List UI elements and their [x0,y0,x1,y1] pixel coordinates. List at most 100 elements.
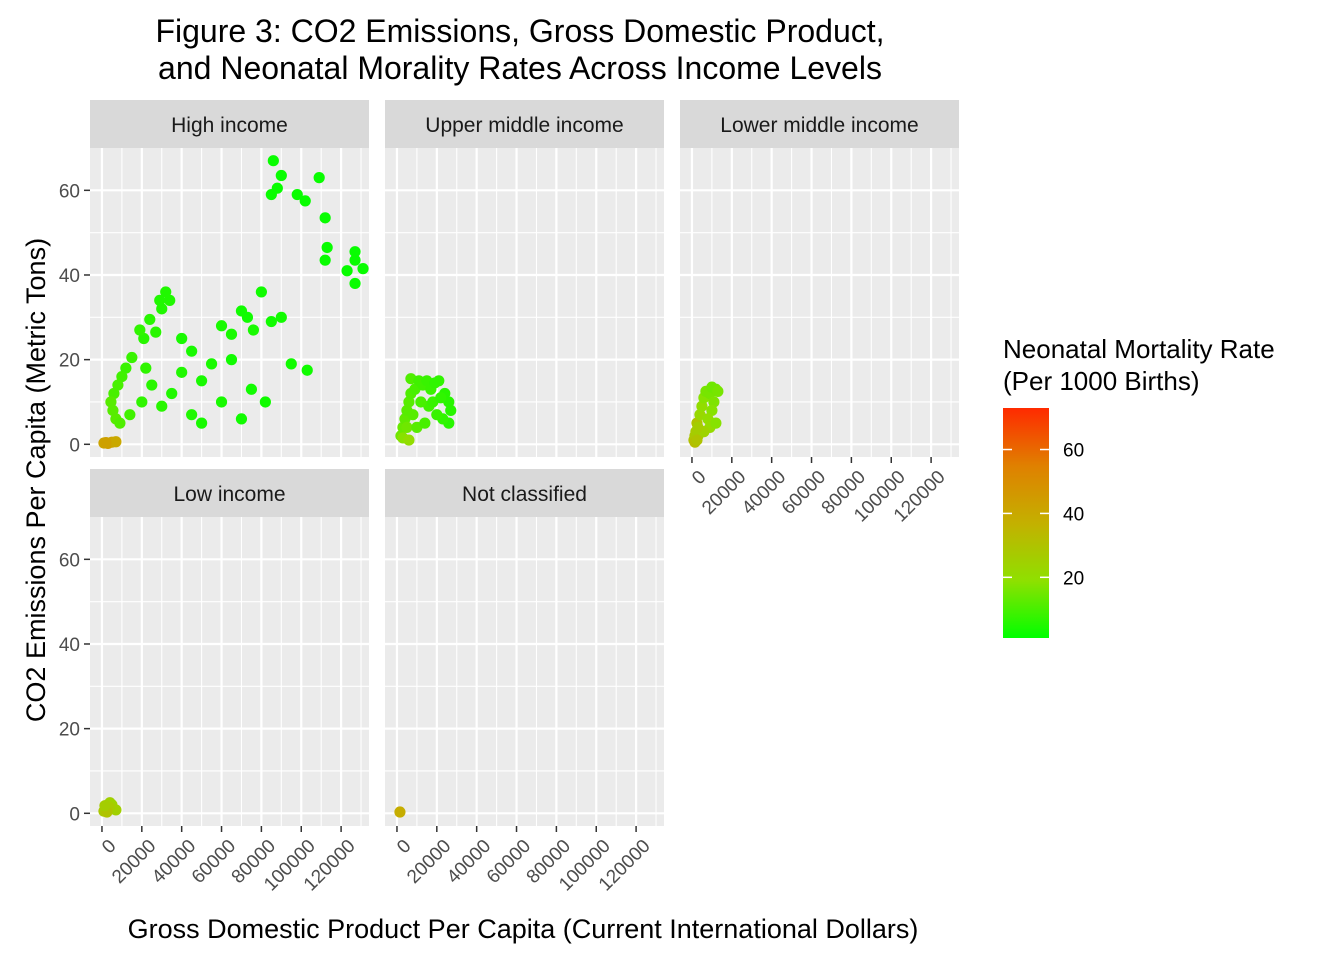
y-tick-label: 0 [69,435,80,456]
data-point [706,404,718,417]
legend-title-line2: (Per 1000 Births) [1003,366,1200,396]
data-point [144,313,156,326]
data-point [107,404,119,417]
facet-strip [680,100,959,148]
facet-strip [90,100,369,148]
data-point [176,332,188,345]
data-point [435,392,447,404]
data-point [120,362,132,374]
data-point [105,396,117,408]
colorbar-legend: Neonatal Mortality Rate (Per 1000 Births… [1003,334,1275,638]
data-point [692,421,704,433]
y-tick-label: 40 [59,266,80,287]
data-point [134,324,146,336]
x-tick-label: 60000 [778,467,830,519]
data-point [431,409,443,421]
data-point [267,155,279,167]
x-tick-label: 40000 [443,836,495,888]
y-tick-label: 60 [59,181,80,202]
legend-title-line1: Neonatal Mortality Rate [1003,334,1275,364]
data-point [394,806,406,818]
colorbar-tick-label: 20 [1063,568,1084,589]
facet-strip-label: Low income [173,483,285,506]
data-point [419,417,431,429]
data-point [138,332,150,345]
data-point [712,385,724,397]
data-point [445,404,457,417]
x-tick-label: 40000 [148,836,200,888]
data-point [299,195,311,207]
data-point [275,169,287,182]
data-point [99,800,111,812]
data-point [401,421,413,433]
data-point [112,379,124,391]
data-point [146,379,158,391]
data-point [150,326,162,338]
data-point [156,400,168,412]
data-point [196,375,208,387]
data-point [166,387,178,400]
data-point [349,277,361,290]
data-point [235,413,248,425]
data-point [301,364,313,376]
y-tick-label: 20 [59,720,80,741]
x-axis-title: Gross Domestic Product Per Capita (Curre… [128,914,919,944]
data-point [349,254,361,266]
panel-background [385,517,664,826]
data-point [160,286,172,298]
facet-panel: Low income020406002000040000600008000010… [59,469,369,895]
x-tick-label: 0 [393,836,415,858]
facet-panel: High income 0 20 40 60 [59,100,369,457]
data-point [114,417,126,429]
data-point [407,409,419,421]
data-point [126,351,138,364]
data-point [205,358,218,370]
data-point [124,409,136,421]
data-point [265,315,277,328]
facet-strip-label: Not classified [462,483,587,506]
facet-strip-label: High income [171,114,288,137]
data-point [136,396,148,408]
data-point [691,434,703,446]
data-point [403,434,415,446]
data-point [259,396,271,408]
facet-strip [385,100,664,148]
chart-title-line1: Figure 3: CO2 Emissions, Gross Domestic … [155,13,884,49]
x-tick-label: 60000 [188,836,240,888]
data-point [415,396,427,408]
data-point [186,345,198,357]
y-axis-title: CO2 Emissions Per Capita (Metric Tons) [21,238,51,722]
panel-background [90,148,369,457]
data-point [285,358,297,370]
data-point [196,417,208,429]
facet-strip-label: Lower middle income [720,114,918,137]
facet-strip-label: Upper middle income [425,114,623,137]
facet-panels: High income 0 20 40 60 Upper middle income Low… [59,100,959,895]
panel-background [680,148,959,457]
y-tick-label: 20 [59,351,80,372]
x-tick-label: 40000 [738,467,790,519]
x-tick-label: 0 [98,836,120,858]
data-point [313,172,325,184]
x-tick-label: 20000 [698,467,750,519]
data-point [225,354,238,366]
data-point [215,320,228,332]
data-point [241,311,254,323]
data-point [341,265,353,277]
data-point [176,366,188,378]
colorbar-gradient [1003,408,1049,638]
data-point [357,263,369,275]
data-point [433,375,445,387]
colorbar-tick-label: 60 [1063,441,1084,462]
data-point [245,383,258,395]
data-point [710,417,722,429]
data-point [696,400,708,412]
facet-panel: Upper middle income [385,100,664,457]
data-point [154,294,166,306]
data-point [708,396,720,408]
data-point [156,303,168,315]
y-tick-label: 60 [59,550,80,571]
data-point [186,409,198,421]
facet-panel: Not classified02000040000600008000010000… [385,469,664,895]
data-point [140,362,152,374]
